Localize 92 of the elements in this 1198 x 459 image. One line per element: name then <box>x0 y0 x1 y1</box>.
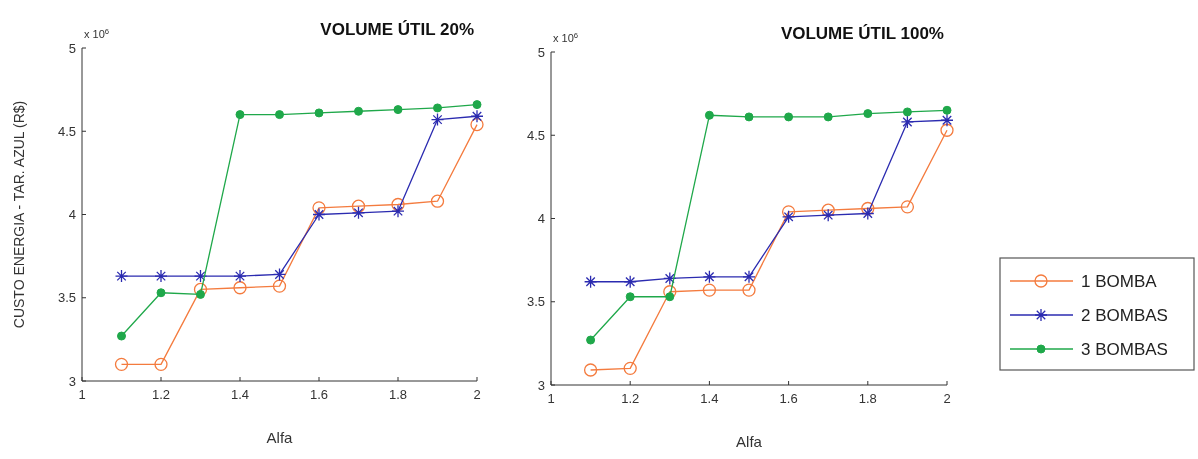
point <box>312 201 326 215</box>
point <box>823 112 833 122</box>
point <box>665 292 675 302</box>
point <box>470 117 484 132</box>
point <box>781 210 796 224</box>
x-tick-label: 2 <box>473 387 481 402</box>
text: x 10$^{6}$ <box>553 30 579 44</box>
point <box>272 267 287 282</box>
y-tick-label: 3 <box>68 373 76 389</box>
point <box>235 110 245 120</box>
point <box>275 110 284 120</box>
point <box>156 288 166 298</box>
x-tick-label: 1.2 <box>621 391 640 406</box>
y-tick-label: 3 <box>537 377 545 393</box>
text: x 10$^{6}$ <box>84 26 110 40</box>
y-tick-label: 5 <box>537 44 545 60</box>
point <box>623 275 637 289</box>
y-tick-label: 3.5 <box>526 294 545 310</box>
point <box>821 203 835 217</box>
point <box>663 271 677 286</box>
point <box>193 269 208 283</box>
y-tick-label: 4 <box>537 211 545 226</box>
y-tick-label: 4 <box>68 207 76 222</box>
point <box>430 194 445 208</box>
point <box>702 270 717 284</box>
x-tick-label: 1 <box>547 391 555 406</box>
x-tick-label: 1.8 <box>388 387 408 402</box>
point <box>154 269 168 283</box>
point <box>233 269 247 283</box>
point <box>393 105 403 115</box>
point <box>430 112 445 127</box>
x-axis-title: Alfa <box>266 429 294 446</box>
point <box>354 106 363 116</box>
x-tick-label: 1.6 <box>779 391 798 406</box>
point <box>744 112 754 122</box>
point <box>625 292 635 302</box>
x-tick-label: 1.6 <box>309 387 329 402</box>
point <box>863 109 873 119</box>
point <box>312 207 326 222</box>
point <box>940 113 954 127</box>
point <box>391 197 405 212</box>
chart-title: VOLUME ÚTIL 100% <box>780 24 944 43</box>
point <box>586 335 596 345</box>
y-axis-title: CUSTO ENERGIA - TAR. AZUL (R$) <box>11 100 27 329</box>
x-tick-label: 1.2 <box>151 387 171 402</box>
x-tick-label: 2 <box>943 391 951 406</box>
point <box>193 282 208 297</box>
legend-label: 2 BOMBAS <box>1081 306 1168 325</box>
point <box>821 208 835 222</box>
y-tick-label: 3.5 <box>57 290 76 306</box>
x-axis-title: Alfa <box>736 433 763 450</box>
chart-title: VOLUME ÚTIL 20% <box>320 20 474 39</box>
legend-label: 3 BOMBAS <box>1081 340 1168 359</box>
point <box>623 361 637 375</box>
point <box>781 205 796 219</box>
point <box>314 108 324 118</box>
point <box>391 204 405 218</box>
point <box>117 331 126 341</box>
point <box>583 275 598 289</box>
point <box>702 283 717 297</box>
point <box>272 279 287 293</box>
point <box>472 100 482 110</box>
point <box>940 123 954 137</box>
point <box>784 112 794 122</box>
point <box>861 206 875 221</box>
x-tick-label: 1.4 <box>230 387 250 402</box>
point <box>704 110 714 120</box>
point <box>114 269 129 283</box>
y-tick-label: 4.5 <box>526 127 545 143</box>
point <box>902 107 912 117</box>
point <box>114 357 129 371</box>
point <box>583 363 598 377</box>
point <box>351 206 366 220</box>
point <box>742 270 756 284</box>
legend-label: 1 BOMBA <box>1081 272 1158 291</box>
point <box>942 105 952 115</box>
point <box>233 281 247 295</box>
x-tick-label: 1.4 <box>700 391 719 406</box>
point <box>742 283 756 297</box>
point <box>154 357 168 371</box>
y-tick-label: 5 <box>68 40 76 56</box>
x-tick-label: 1 <box>78 387 86 402</box>
point <box>861 201 875 216</box>
point <box>900 115 915 129</box>
y-tick-label: 4.5 <box>57 123 76 139</box>
point <box>663 285 677 299</box>
point <box>196 289 205 299</box>
x-tick-label: 1.8 <box>858 391 877 406</box>
point <box>433 103 442 113</box>
point <box>351 199 366 213</box>
point <box>900 200 915 214</box>
point <box>470 109 484 123</box>
